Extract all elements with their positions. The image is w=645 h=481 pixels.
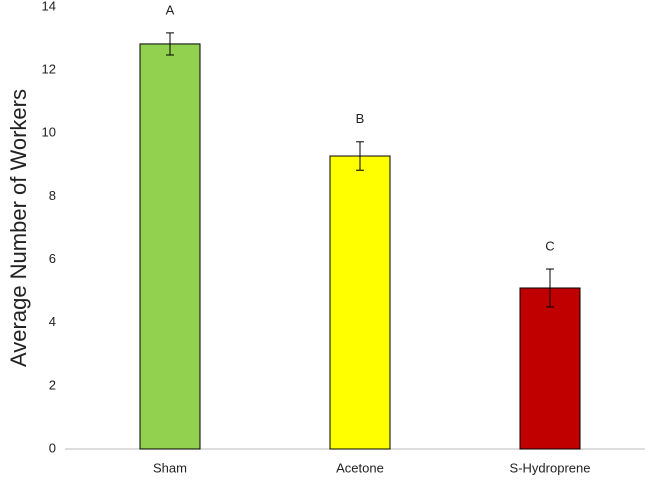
bar bbox=[139, 43, 201, 450]
annotation: A bbox=[166, 2, 175, 17]
y-tick-label: 8 bbox=[49, 188, 56, 203]
annotation: B bbox=[356, 111, 365, 126]
x-tick-label: S-Hydroprene bbox=[510, 460, 591, 475]
annotation: C bbox=[545, 238, 554, 253]
y-tick-label: 10 bbox=[42, 125, 56, 140]
x-tick-label: Sham bbox=[153, 460, 187, 475]
y-tick-label: 0 bbox=[49, 440, 56, 455]
y-axis-label: Average Number of Workers bbox=[6, 89, 31, 367]
y-tick-label: 12 bbox=[42, 62, 56, 77]
y-tick-label: 6 bbox=[49, 251, 56, 266]
x-tick-label: Acetone bbox=[336, 460, 384, 475]
bar bbox=[519, 287, 581, 450]
y-tick-label: 2 bbox=[49, 377, 56, 392]
bar bbox=[329, 155, 391, 450]
y-tick-label: 14 bbox=[42, 0, 56, 13]
y-tick-label: 4 bbox=[49, 314, 56, 329]
